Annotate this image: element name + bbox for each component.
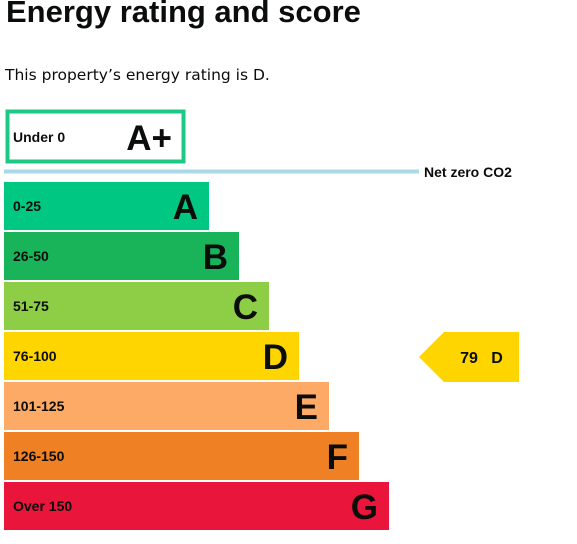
band-f-bar [4, 432, 359, 480]
band-e-bar [4, 382, 329, 430]
band-f-range: 126-150 [13, 448, 65, 464]
page-title: Energy rating and score [6, 0, 361, 29]
band-e-letter: E [295, 388, 318, 427]
current-rating-score: 79 [460, 350, 478, 367]
net-zero-marker: Net zero CO2 [4, 164, 512, 180]
rating-bands: 0-25 A 26-50 B 51-75 C 76-100 D 101-125 E 126-150 F… [4, 182, 389, 530]
band-a-plus-range: Under 0 [13, 129, 65, 145]
band-b: 26-50 B [4, 232, 239, 280]
energy-rating-summary: This property’s energy rating is D. [5, 66, 270, 84]
band-e: 101-125 E [4, 382, 329, 430]
band-g: Over 150 G [4, 482, 389, 530]
band-a-plus-letter: A+ [126, 119, 172, 158]
current-rating-marker: 79 D [419, 332, 519, 382]
band-g-bar [4, 482, 389, 530]
band-f-letter: F [327, 438, 348, 477]
band-d-bar [4, 332, 299, 380]
band-a-plus-box [5, 109, 186, 164]
band-a-bar [4, 182, 209, 230]
band-g-letter: G [351, 488, 378, 527]
current-rating-arrow [419, 332, 519, 382]
current-rating-letter: D [491, 350, 503, 367]
band-a: 0-25 A [4, 182, 209, 230]
band-b-bar [4, 232, 239, 280]
band-c: 51-75 C [4, 282, 269, 330]
band-a-range: 0-25 [13, 198, 41, 214]
band-d-letter: D [263, 338, 288, 377]
band-c-range: 51-75 [13, 298, 49, 314]
band-e-range: 101-125 [13, 398, 65, 414]
net-zero-line [4, 169, 419, 174]
band-c-bar [4, 282, 269, 330]
band-f: 126-150 F [4, 432, 359, 480]
band-c-letter: C [233, 288, 258, 327]
band-a-plus: Under 0 A+ [5, 109, 186, 164]
net-zero-label: Net zero CO2 [424, 164, 512, 180]
band-d: 76-100 D [4, 332, 299, 380]
band-a-letter: A [173, 188, 198, 227]
band-d-range: 76-100 [13, 348, 57, 364]
band-b-range: 26-50 [13, 248, 49, 264]
band-g-range: Over 150 [13, 498, 72, 514]
band-b-letter: B [203, 238, 228, 277]
